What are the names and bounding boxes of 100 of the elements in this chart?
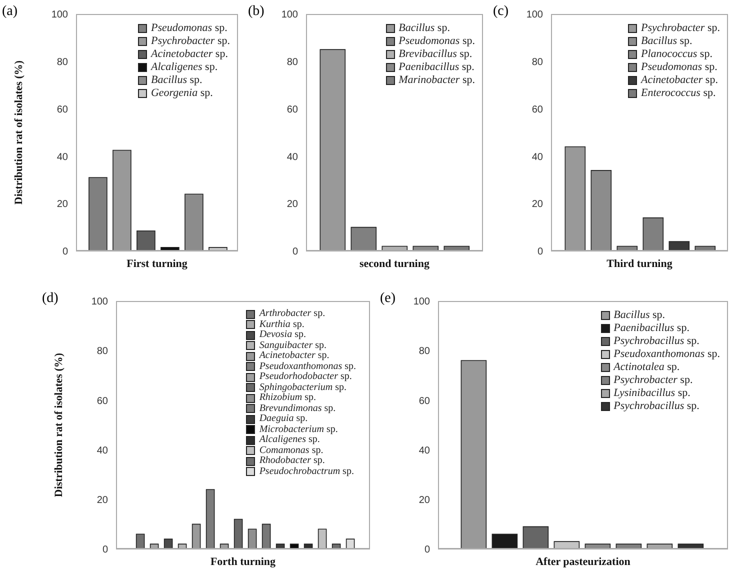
chart-title: (e)	[380, 291, 396, 307]
bar	[492, 534, 518, 549]
bar	[522, 526, 549, 549]
bar	[262, 524, 271, 549]
chart-title: (b)	[248, 4, 264, 20]
x-axis-title: First turning	[126, 258, 188, 270]
y-tick-label: 80	[418, 346, 430, 358]
y-tick-label: 40	[96, 445, 108, 456]
y-tick-label: 0	[292, 246, 298, 258]
y-tick-label: 100	[281, 10, 298, 21]
y-tick-label: 40	[532, 152, 544, 163]
legend-label: Kurthia sp.	[259, 318, 304, 330]
chart-title: (a)	[2, 4, 18, 20]
legend-label: Acinetobacter sp.	[259, 350, 330, 362]
y-tick-label: 80	[56, 56, 68, 68]
y-tick-label: 20	[532, 199, 544, 210]
legend-label: Brevibacillus sp.	[398, 48, 472, 61]
bar	[112, 150, 132, 251]
y-tick-label: 60	[418, 396, 430, 407]
y-tick-label: 40	[56, 152, 68, 163]
legend-label: Acinetobacter sp.	[150, 48, 228, 61]
legend-label: Pseudorhodobacter sp.	[259, 371, 352, 382]
legend-label: Sphingobacterium sp.	[259, 382, 347, 392]
legend-label: Bacillus sp.	[640, 35, 692, 48]
y-tick-label: 40	[286, 152, 298, 163]
bar	[668, 241, 690, 251]
x-axis-title: second turning	[360, 258, 430, 270]
legend-label: Pseudochrobactrum sp.	[259, 466, 354, 477]
legend-label: Psychrobacillus sp.	[614, 335, 700, 348]
legend-label: Arthrobacter sp.	[259, 308, 326, 320]
bar	[320, 49, 346, 251]
y-tick-label: 20	[96, 494, 108, 506]
legend-label: Psychrobacter sp.	[150, 35, 230, 48]
bar	[460, 360, 487, 549]
y-tick-label: 20	[418, 494, 430, 506]
y-tick-label: 60	[532, 104, 544, 116]
y-tick-label: 60	[96, 396, 108, 407]
x-axis-title: After pasteurization	[536, 556, 630, 568]
bar	[88, 177, 108, 251]
chart-title: (d)	[42, 291, 58, 307]
y-tick-label: 100	[51, 10, 68, 21]
legend-label: Pseudomonas sp.	[398, 35, 475, 48]
legend-label: Devosia sp.	[259, 329, 306, 340]
y-tick-label: 20	[56, 199, 68, 210]
legend-label: Alcaligenes sp.	[259, 434, 320, 446]
bar	[234, 518, 243, 549]
legend-label: Enterococcus sp.	[640, 87, 716, 100]
bar	[184, 194, 204, 251]
legend-label: Pseudomonas sp.	[640, 61, 718, 74]
y-tick-label: 0	[62, 246, 68, 258]
bar	[248, 528, 257, 549]
legend-label: Microbacterium sp.	[259, 424, 338, 435]
legend-label: Brevundimonas sp.	[259, 402, 336, 414]
y-tick-label: 80	[286, 56, 298, 68]
legend-label: Marinobacter sp.	[398, 74, 475, 87]
legend-label: Daeguia sp.	[259, 413, 308, 424]
legend-label: Actinotalea sp.	[614, 361, 680, 374]
legend-label: Pseudomonas sp.	[150, 22, 228, 35]
legend-label: Georgenia sp.	[150, 87, 213, 100]
legend-label: Psychrobacillus sp.	[614, 400, 700, 413]
bar	[318, 528, 327, 549]
y-tick-label: 40	[418, 445, 430, 456]
legend-label: Lysinibacillus sp.	[614, 387, 690, 400]
y-tick-label: 100	[413, 296, 430, 308]
legend-label: Alcaligenes sp.	[150, 61, 218, 74]
chart-title: (c)	[493, 4, 509, 20]
legend-label: Paenibacillus sp.	[398, 61, 474, 74]
legend-label: Psychrobacter sp.	[640, 22, 720, 35]
legend-label: Planococcus sp.	[640, 48, 712, 61]
y-tick-label: 80	[532, 56, 544, 68]
bar	[642, 217, 664, 251]
y-tick-label: 0	[424, 544, 430, 556]
legend-label: Comamonas sp.	[259, 444, 324, 456]
y-tick-label: 100	[526, 10, 544, 21]
y-tick-label: 80	[96, 346, 108, 358]
y-axis-title: Distribution rat of isolates (%)	[52, 352, 65, 498]
y-tick-label: 0	[537, 246, 544, 258]
legend-label: Bacillus sp.	[150, 74, 202, 87]
bar	[564, 146, 586, 251]
legend-label: Pseudoxanthomonas sp.	[259, 360, 356, 372]
y-tick-label: 0	[102, 544, 108, 556]
legend-label: Paenibacillus sp.	[614, 322, 690, 335]
x-axis-title: Forth turning	[210, 556, 276, 568]
legend-label: Bacillus sp.	[614, 309, 666, 322]
bar	[206, 489, 215, 549]
bar	[350, 226, 377, 251]
bar	[136, 534, 145, 549]
bar	[590, 170, 612, 251]
legend-label: Rhizobium sp.	[259, 392, 316, 404]
y-tick-label: 60	[286, 104, 298, 116]
legend-label: Rhodobacter sp.	[259, 455, 325, 466]
legend-label: Psychrobacter sp.	[614, 374, 693, 387]
y-tick-label: 100	[91, 296, 108, 308]
y-tick-label: 20	[286, 199, 298, 210]
legend-label: Acinetobacter sp.	[640, 74, 718, 87]
y-tick-label: 60	[56, 104, 68, 116]
y-axis-title: Distribution rat of isolates (%)	[12, 60, 25, 205]
x-axis-title: Third turning	[606, 258, 673, 270]
bar	[192, 524, 201, 549]
legend-label: Pseudoxanthomonas sp.	[614, 348, 720, 361]
